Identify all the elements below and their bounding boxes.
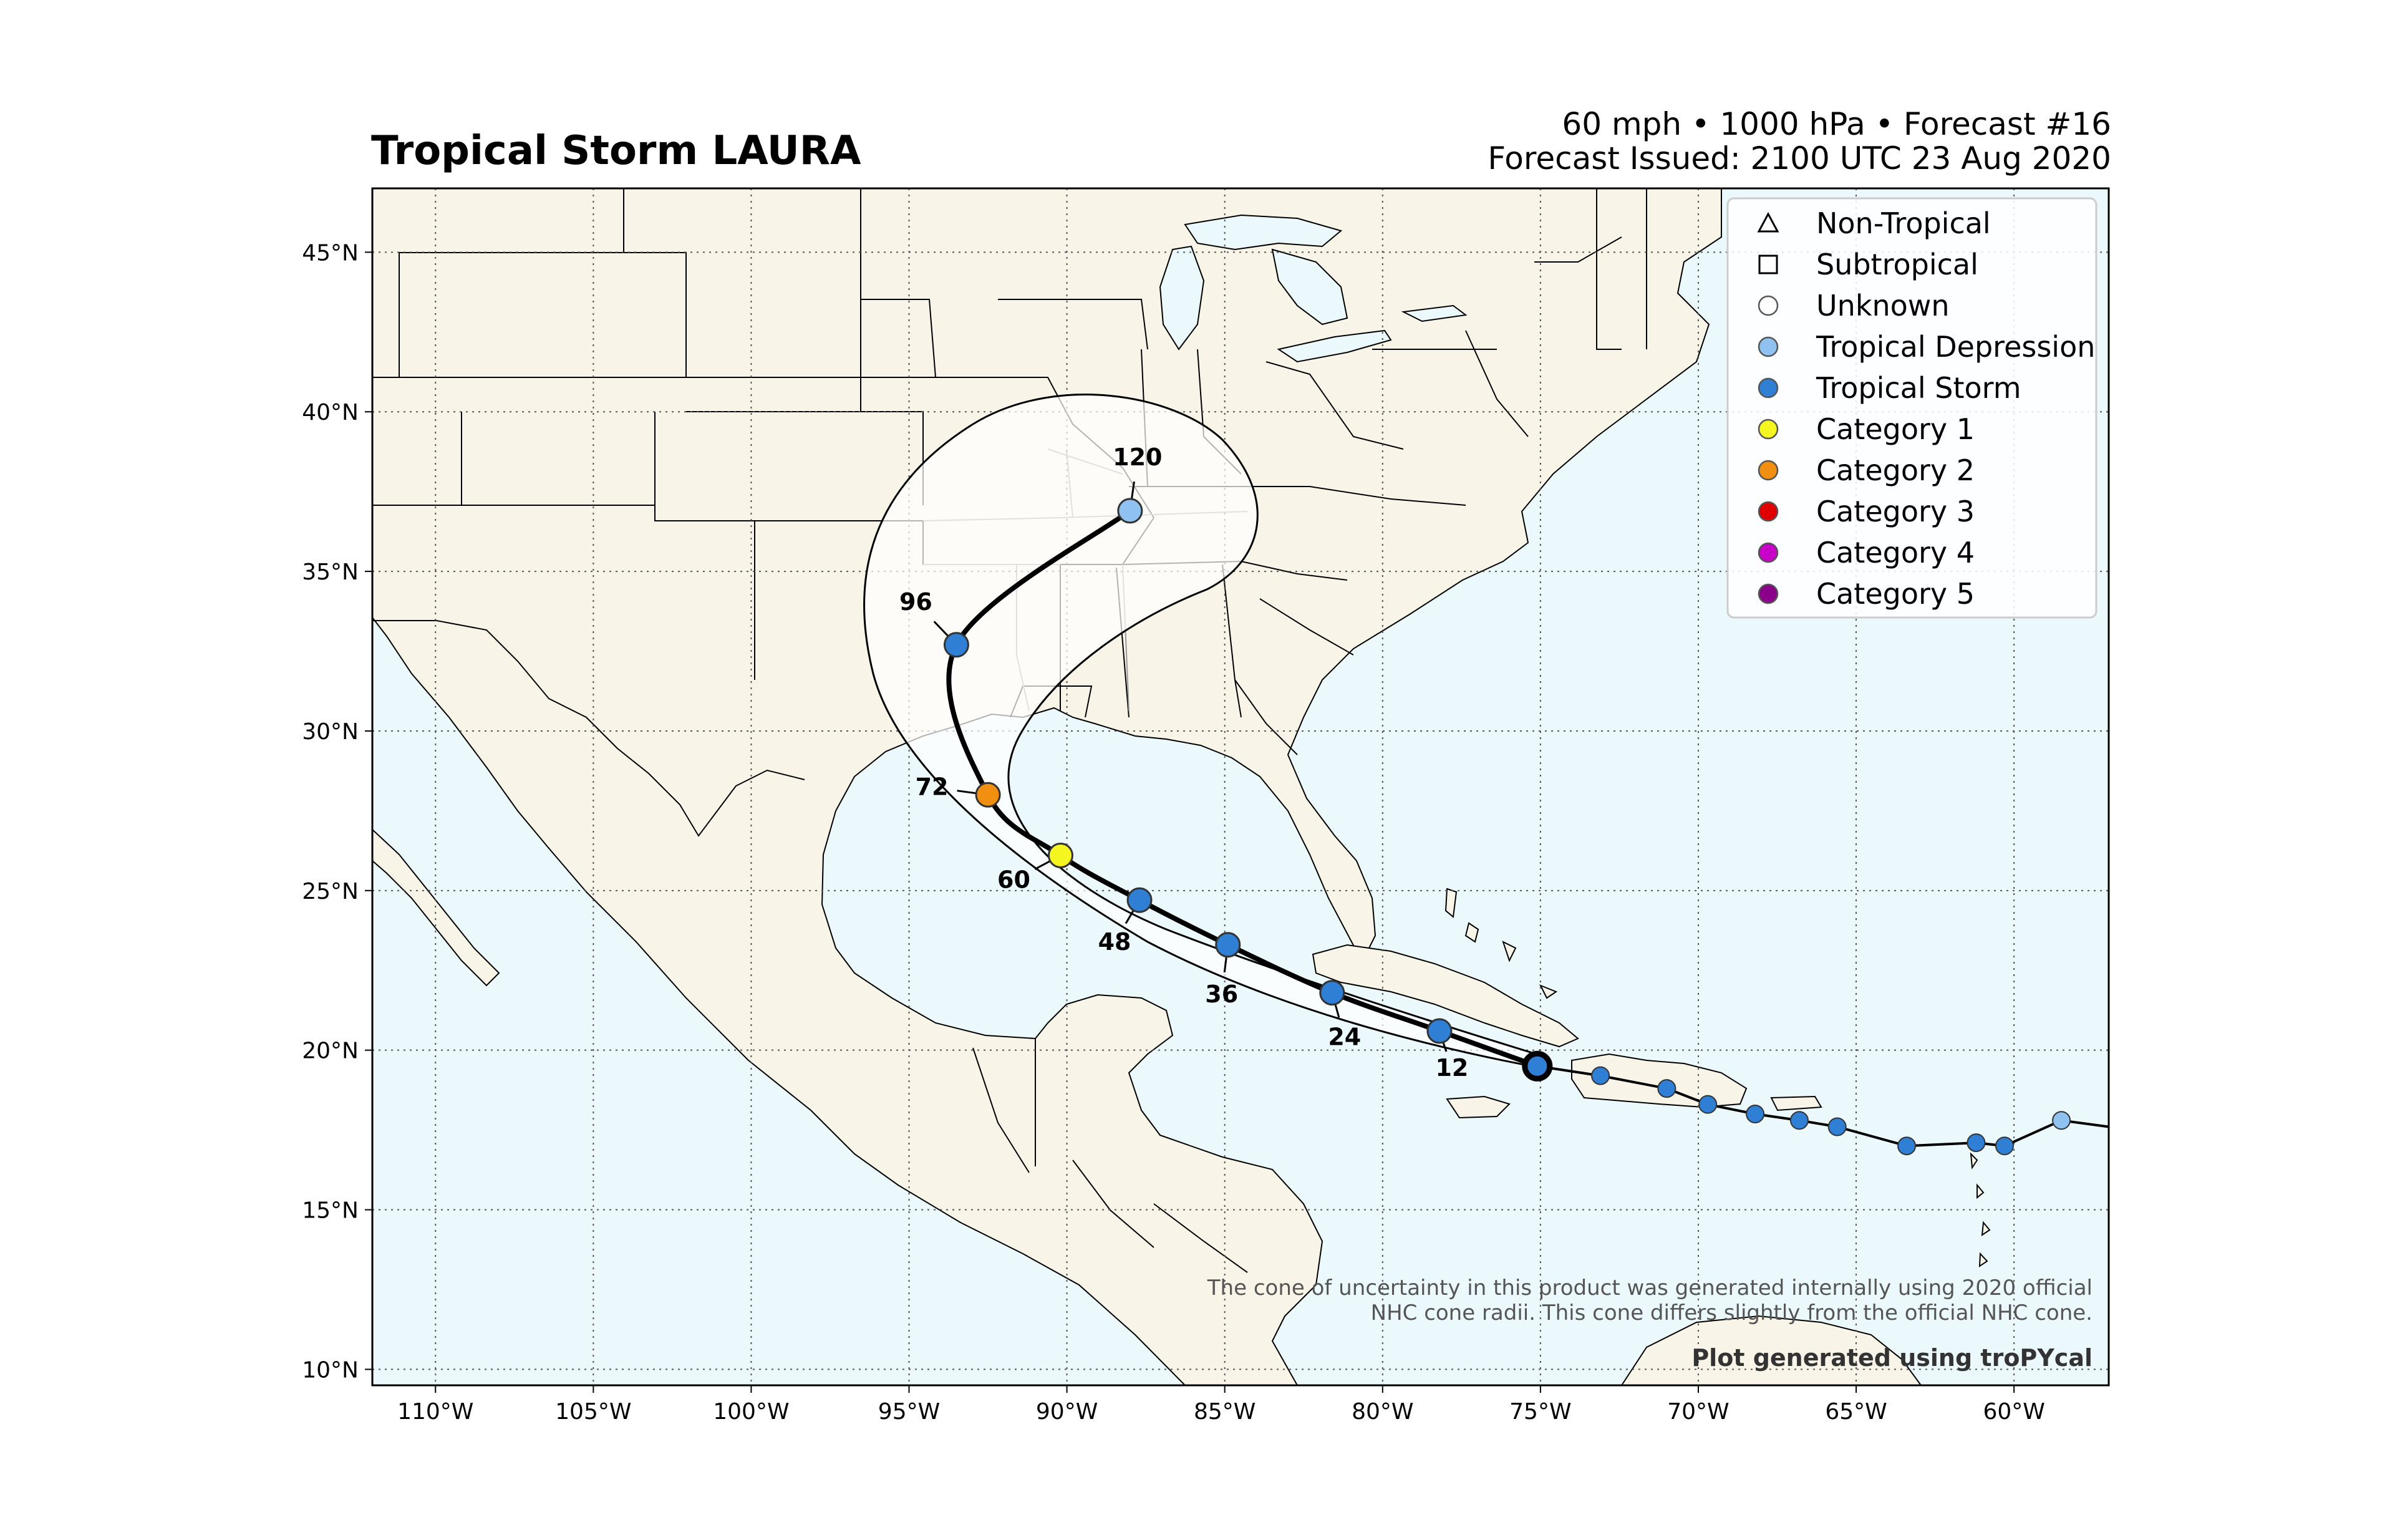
cone-note-line1: The cone of uncertainty in this product … (1207, 1276, 2093, 1300)
forecast-hour-label: 72 (916, 773, 949, 800)
lon-tick-label: 110°W (397, 1399, 473, 1425)
forecast-hour-label: 36 (1205, 981, 1238, 1008)
cone-of-uncertainty (863, 394, 1542, 1069)
lake-michigan (1159, 245, 1205, 351)
legend-marker (1758, 295, 1779, 316)
legend-label: Category 1 (1816, 412, 1975, 446)
lake-superior (1184, 214, 1343, 251)
jamaica-island (1446, 1095, 1511, 1119)
legend-label: Category 3 (1816, 495, 1975, 528)
longitude-tick-labels: 110°W 105°W 100°W 95°W 90°W 85°W 80°W 75°W 70°W 6… (397, 1385, 2045, 1425)
forecast-hour-label: 96 (899, 588, 932, 616)
map-frame (371, 187, 2110, 1387)
lon-tick-label: 90°W (1036, 1399, 1098, 1425)
lon-tick-label: 100°W (713, 1399, 789, 1425)
hispaniola-island (1571, 1053, 1748, 1108)
north-america-landmass (372, 188, 1722, 1385)
past-track-point (2052, 1111, 2071, 1130)
cone-note-line2: NHC cone radii. This cone differs slight… (1371, 1300, 2093, 1325)
lake-erie (1277, 329, 1392, 363)
lake-ontario (1401, 304, 1468, 322)
lon-tick-label: 70°W (1667, 1399, 1729, 1425)
lon-tick-label: 75°W (1509, 1399, 1571, 1425)
legend-marker (1758, 501, 1779, 522)
legend-label: Tropical Depression (1816, 330, 2095, 364)
forecast-point (1319, 980, 1345, 1006)
lon-tick-label: 80°W (1352, 1399, 1413, 1425)
legend-marker (1758, 460, 1779, 481)
lat-tick-label: 15°N (302, 1198, 359, 1224)
legend-marker (1758, 377, 1779, 399)
legend: Non-Tropical Subtropical Unknown Tropical D… (1726, 197, 2097, 619)
cuba-island (1312, 944, 1579, 1048)
lake-huron (1271, 248, 1348, 326)
lat-tick-label: 25°N (302, 879, 359, 904)
lat-tick-label: 40°N (302, 400, 359, 425)
puerto-rico-island (1770, 1095, 1822, 1111)
past-track-point (1746, 1105, 1765, 1124)
legend-label: Unknown (1816, 289, 1950, 322)
past-track-point (1657, 1079, 1676, 1098)
lon-tick-label: 105°W (555, 1399, 631, 1425)
chart-title: Tropical Storm LAURA (371, 128, 861, 174)
past-track-point (1789, 1111, 1809, 1130)
lat-tick-label: 45°N (302, 240, 359, 266)
legend-marker (1758, 336, 1779, 357)
lat-tick-label: 10°N (302, 1357, 359, 1383)
south-america-landmass (1620, 1315, 1922, 1385)
legend-marker (1757, 211, 1779, 233)
lat-tick-label: 30°N (302, 719, 359, 745)
forecast-point (1126, 887, 1153, 913)
lon-tick-label: 95°W (878, 1399, 940, 1425)
lat-tick-label: 20°N (302, 1039, 359, 1064)
forecast-hour-label: 48 (1098, 928, 1131, 956)
forecast-point (1117, 498, 1143, 524)
forecast-hour-label: 24 (1328, 1024, 1361, 1051)
legend-label: Subtropical (1816, 248, 1978, 281)
legend-marker (1758, 583, 1779, 604)
legend-box (1726, 197, 2097, 619)
forecast-point (1047, 843, 1073, 869)
legend-label: Non-Tropical (1816, 206, 1991, 240)
bahamas-islands (1444, 888, 1558, 999)
latitude-tick-labels: 45°N 40°N 35°N 30°N 25°N 20°N 15°N 10°N (302, 240, 372, 1383)
past-track-point (1995, 1136, 2014, 1156)
legend-label: Category 4 (1816, 536, 1975, 569)
lesser-antilles (1970, 1152, 1991, 1267)
lon-tick-label: 60°W (1983, 1399, 2044, 1425)
legend-label: Tropical Storm (1816, 371, 2021, 405)
past-track-point (1897, 1136, 1917, 1156)
storm-intensity-subtitle: 60 mph • 1000 hPa • Forecast #16 (1562, 106, 2111, 142)
forecast-markers: 12 24 36 48 60 72 96 120 (899, 443, 1468, 1082)
lon-tick-label: 65°W (1825, 1399, 1887, 1425)
lat-tick-label: 35°N (302, 559, 359, 585)
legend-marker (1758, 419, 1779, 440)
past-track-markers (1522, 1050, 2071, 1156)
legend-label: Category 5 (1816, 577, 1975, 611)
forecast-hour-label: 60 (997, 866, 1030, 894)
forecast-point (943, 632, 969, 658)
past-track-point (1591, 1066, 1610, 1085)
past-track-point (1827, 1117, 1847, 1136)
past-track-point (1967, 1133, 1986, 1153)
forecast-point (1215, 932, 1241, 958)
current-position-marker (1522, 1050, 1553, 1082)
legend-label: Category 2 (1816, 453, 1975, 487)
forecast-hour-label: 120 (1113, 443, 1162, 471)
forecast-issued-subtitle: Forecast Issued: 2100 UTC 23 Aug 2020 (1488, 140, 2111, 177)
lon-tick-label: 85°W (1194, 1399, 1256, 1425)
forecast-hour-label: 12 (1435, 1054, 1468, 1082)
past-track-point (1698, 1095, 1718, 1114)
baja-california-landmass (372, 828, 500, 987)
forecast-point (975, 782, 1001, 808)
past-track-line (1537, 1065, 2109, 1148)
credit-text: Plot generated using troPYcal (1691, 1344, 2093, 1372)
forecast-point (1426, 1018, 1453, 1044)
legend-marker (1758, 542, 1779, 563)
legend-marker (1758, 254, 1778, 274)
